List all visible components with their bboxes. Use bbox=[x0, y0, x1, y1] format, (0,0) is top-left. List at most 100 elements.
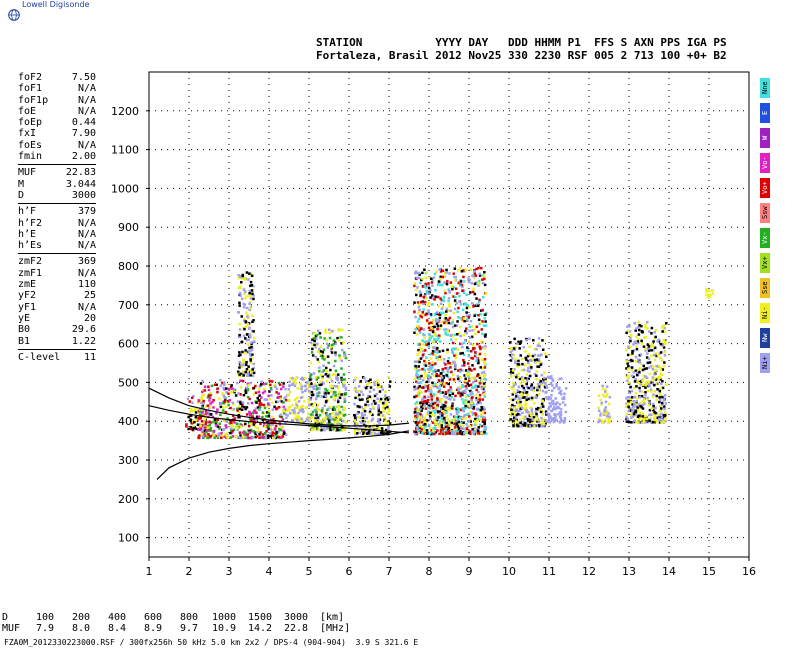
echo-point bbox=[632, 343, 635, 346]
echo-point bbox=[447, 397, 451, 400]
echo-point bbox=[509, 418, 512, 421]
legend-label: Vo+ bbox=[761, 181, 769, 195]
echo-point bbox=[513, 406, 516, 409]
echo-point bbox=[482, 432, 485, 436]
echo-point bbox=[329, 428, 332, 432]
muf-table-cell: 14.2 bbox=[248, 623, 273, 634]
echo-point bbox=[319, 345, 322, 348]
echo-point bbox=[223, 388, 226, 391]
echo-point bbox=[356, 395, 360, 398]
echo-point bbox=[430, 321, 433, 324]
echo-point bbox=[204, 410, 208, 413]
echo-point bbox=[288, 411, 292, 415]
echo-point bbox=[459, 432, 462, 435]
echo-point bbox=[373, 381, 376, 384]
echo-point bbox=[221, 381, 224, 385]
echo-point bbox=[415, 374, 418, 377]
echo-point bbox=[433, 401, 437, 405]
echo-point bbox=[318, 332, 322, 335]
echo-point bbox=[518, 413, 522, 417]
echo-point bbox=[464, 268, 467, 272]
echo-point bbox=[524, 376, 527, 380]
echo-point bbox=[422, 430, 425, 433]
echo-point bbox=[641, 368, 645, 372]
file-info-footer: FZA0M_2012330223000.RSF / 300fx256h 50 k… bbox=[4, 638, 419, 647]
echo-point bbox=[415, 406, 418, 409]
echo-point bbox=[255, 401, 258, 404]
echo-point bbox=[247, 327, 251, 330]
echo-point bbox=[427, 410, 430, 414]
echo-point bbox=[458, 391, 461, 394]
echo-point bbox=[388, 417, 392, 420]
echo-point bbox=[424, 396, 427, 400]
echo-point bbox=[317, 360, 321, 363]
echo-point bbox=[464, 390, 467, 394]
echo-point bbox=[446, 348, 449, 351]
echo-point bbox=[429, 313, 433, 316]
echo-point bbox=[509, 375, 513, 378]
echo-point bbox=[204, 422, 207, 426]
echo-point bbox=[249, 370, 253, 374]
echo-point bbox=[319, 354, 323, 357]
echo-point bbox=[332, 393, 335, 396]
echo-point bbox=[252, 417, 256, 421]
echo-point bbox=[430, 413, 434, 417]
echo-point bbox=[324, 355, 327, 359]
echo-point bbox=[422, 386, 425, 389]
echo-point bbox=[548, 376, 551, 379]
echo-point bbox=[294, 412, 297, 416]
echo-point bbox=[663, 327, 666, 330]
echo-point bbox=[339, 418, 342, 421]
echo-point bbox=[431, 352, 434, 355]
echo-point bbox=[634, 392, 638, 395]
echo-point bbox=[196, 401, 200, 404]
echo-point bbox=[480, 266, 483, 270]
echo-point bbox=[472, 386, 475, 389]
echo-point bbox=[451, 341, 455, 345]
echo-point bbox=[474, 393, 478, 397]
echo-point bbox=[444, 404, 447, 408]
echo-point bbox=[516, 363, 520, 366]
echo-point bbox=[418, 385, 422, 388]
echo-point bbox=[459, 408, 463, 412]
echo-point bbox=[337, 405, 341, 408]
echo-point bbox=[530, 385, 533, 388]
echo-point bbox=[308, 391, 311, 395]
echo-point bbox=[242, 360, 245, 363]
echo-point bbox=[225, 426, 228, 429]
echo-point bbox=[434, 339, 437, 342]
echo-point bbox=[206, 410, 210, 413]
echo-point bbox=[461, 407, 464, 410]
echo-point bbox=[327, 361, 330, 365]
echo-point bbox=[462, 410, 465, 413]
muf-table-cell: 8.4 bbox=[108, 623, 127, 634]
echo-point bbox=[424, 364, 428, 367]
echo-point bbox=[251, 292, 254, 296]
echo-point bbox=[662, 413, 665, 417]
echo-point bbox=[246, 333, 249, 336]
echo-point bbox=[233, 388, 236, 391]
echo-point bbox=[642, 345, 646, 348]
echo-point bbox=[450, 432, 454, 435]
echo-point bbox=[420, 374, 423, 378]
echo-point bbox=[315, 337, 318, 341]
echo-point bbox=[425, 413, 429, 416]
echo-point bbox=[443, 410, 446, 414]
echo-point bbox=[431, 372, 434, 376]
echo-point bbox=[465, 314, 468, 318]
echo-point bbox=[323, 419, 326, 423]
echo-point bbox=[525, 408, 528, 412]
echo-point bbox=[632, 349, 636, 352]
echo-point bbox=[258, 394, 261, 397]
echo-point bbox=[663, 394, 667, 397]
echo-point bbox=[248, 302, 251, 305]
muf-table-cell: 9.7 bbox=[180, 623, 199, 634]
echo-point bbox=[268, 390, 271, 393]
echo-point bbox=[311, 343, 314, 346]
echo-point bbox=[559, 411, 563, 414]
echo-point bbox=[219, 378, 222, 382]
echo-point bbox=[447, 321, 451, 325]
echo-point bbox=[321, 351, 325, 354]
echo-point bbox=[239, 434, 242, 437]
echo-point bbox=[437, 327, 441, 331]
